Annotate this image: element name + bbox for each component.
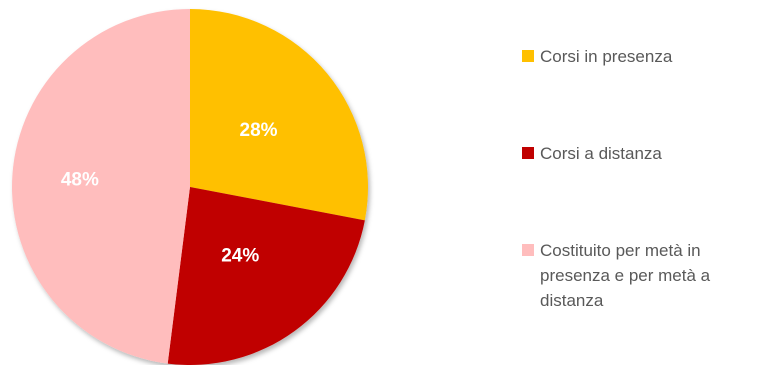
legend: Corsi in presenza Corsi a distanza Costi… (522, 44, 758, 313)
slice-data-label-2: 24% (221, 246, 259, 267)
pie-slice-2 (167, 187, 365, 365)
legend-label: Corsi in presenza (540, 47, 673, 66)
pie-plot: 28% 24% 48% (11, 9, 369, 365)
legend-item-misto: Costituito per metà in presenza e per me… (522, 238, 758, 313)
slice-data-label-3: 48% (61, 170, 99, 191)
legend-item-corsi-a-distanza: Corsi a distanza (522, 141, 758, 166)
legend-item-corsi-in-presenza: Corsi in presenza (522, 44, 758, 69)
pie-slice-3 (11, 9, 191, 364)
legend-label: Costituito per metà in presenza e per me… (540, 241, 711, 310)
legend-label: Corsi a distanza (540, 144, 662, 163)
legend-swatch (522, 244, 534, 256)
legend-swatch (522, 147, 534, 159)
pie-slice-1 (190, 9, 369, 221)
slice-data-label-1: 28% (240, 120, 278, 141)
legend-swatch (522, 50, 534, 62)
